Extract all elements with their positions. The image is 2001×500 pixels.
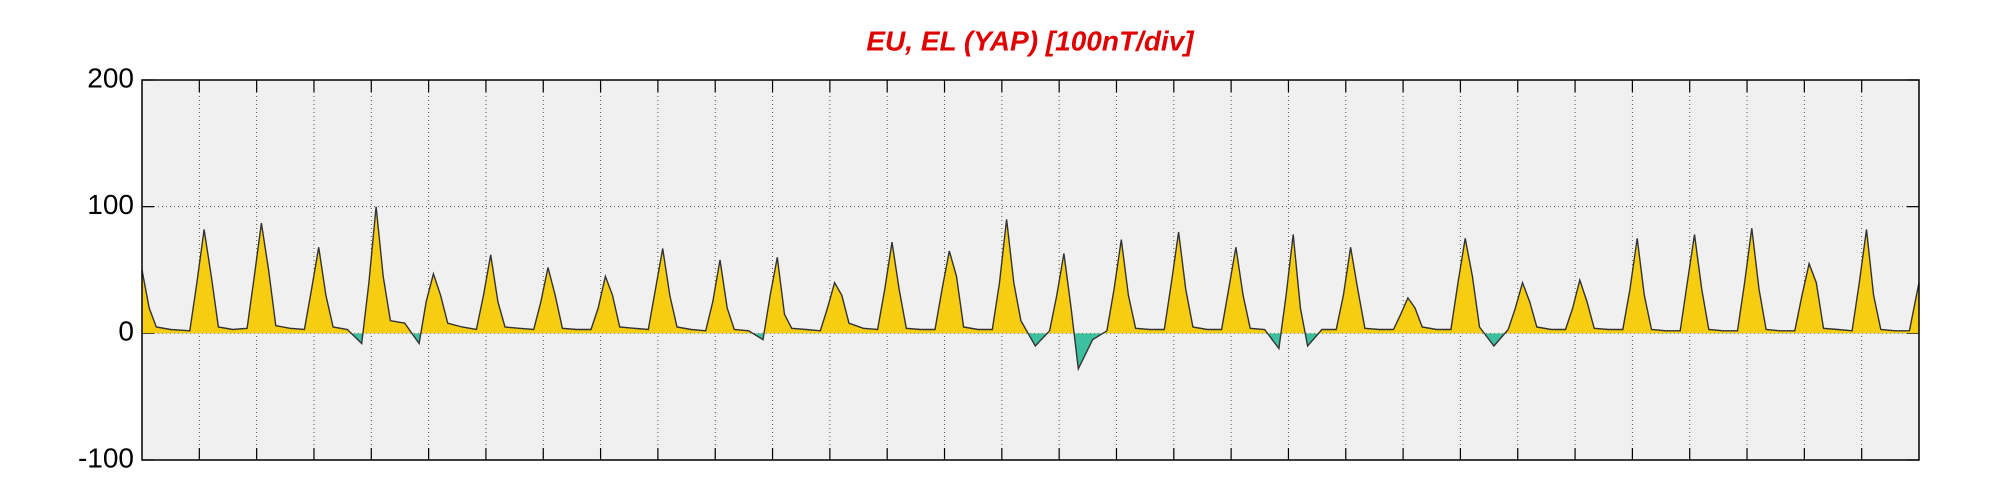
y-tick-label: 0	[118, 316, 134, 347]
plot-background	[142, 80, 1919, 460]
y-tick-label: 200	[87, 62, 134, 93]
chart-title: EU, EL (YAP) [100nT/div]	[866, 25, 1195, 56]
plot-frame	[141, 79, 1920, 461]
y-tick-label: -100	[78, 442, 134, 473]
area-positive	[142, 206, 1919, 334]
line	[141, 206, 1920, 372]
y-tick-label: 100	[87, 189, 134, 220]
